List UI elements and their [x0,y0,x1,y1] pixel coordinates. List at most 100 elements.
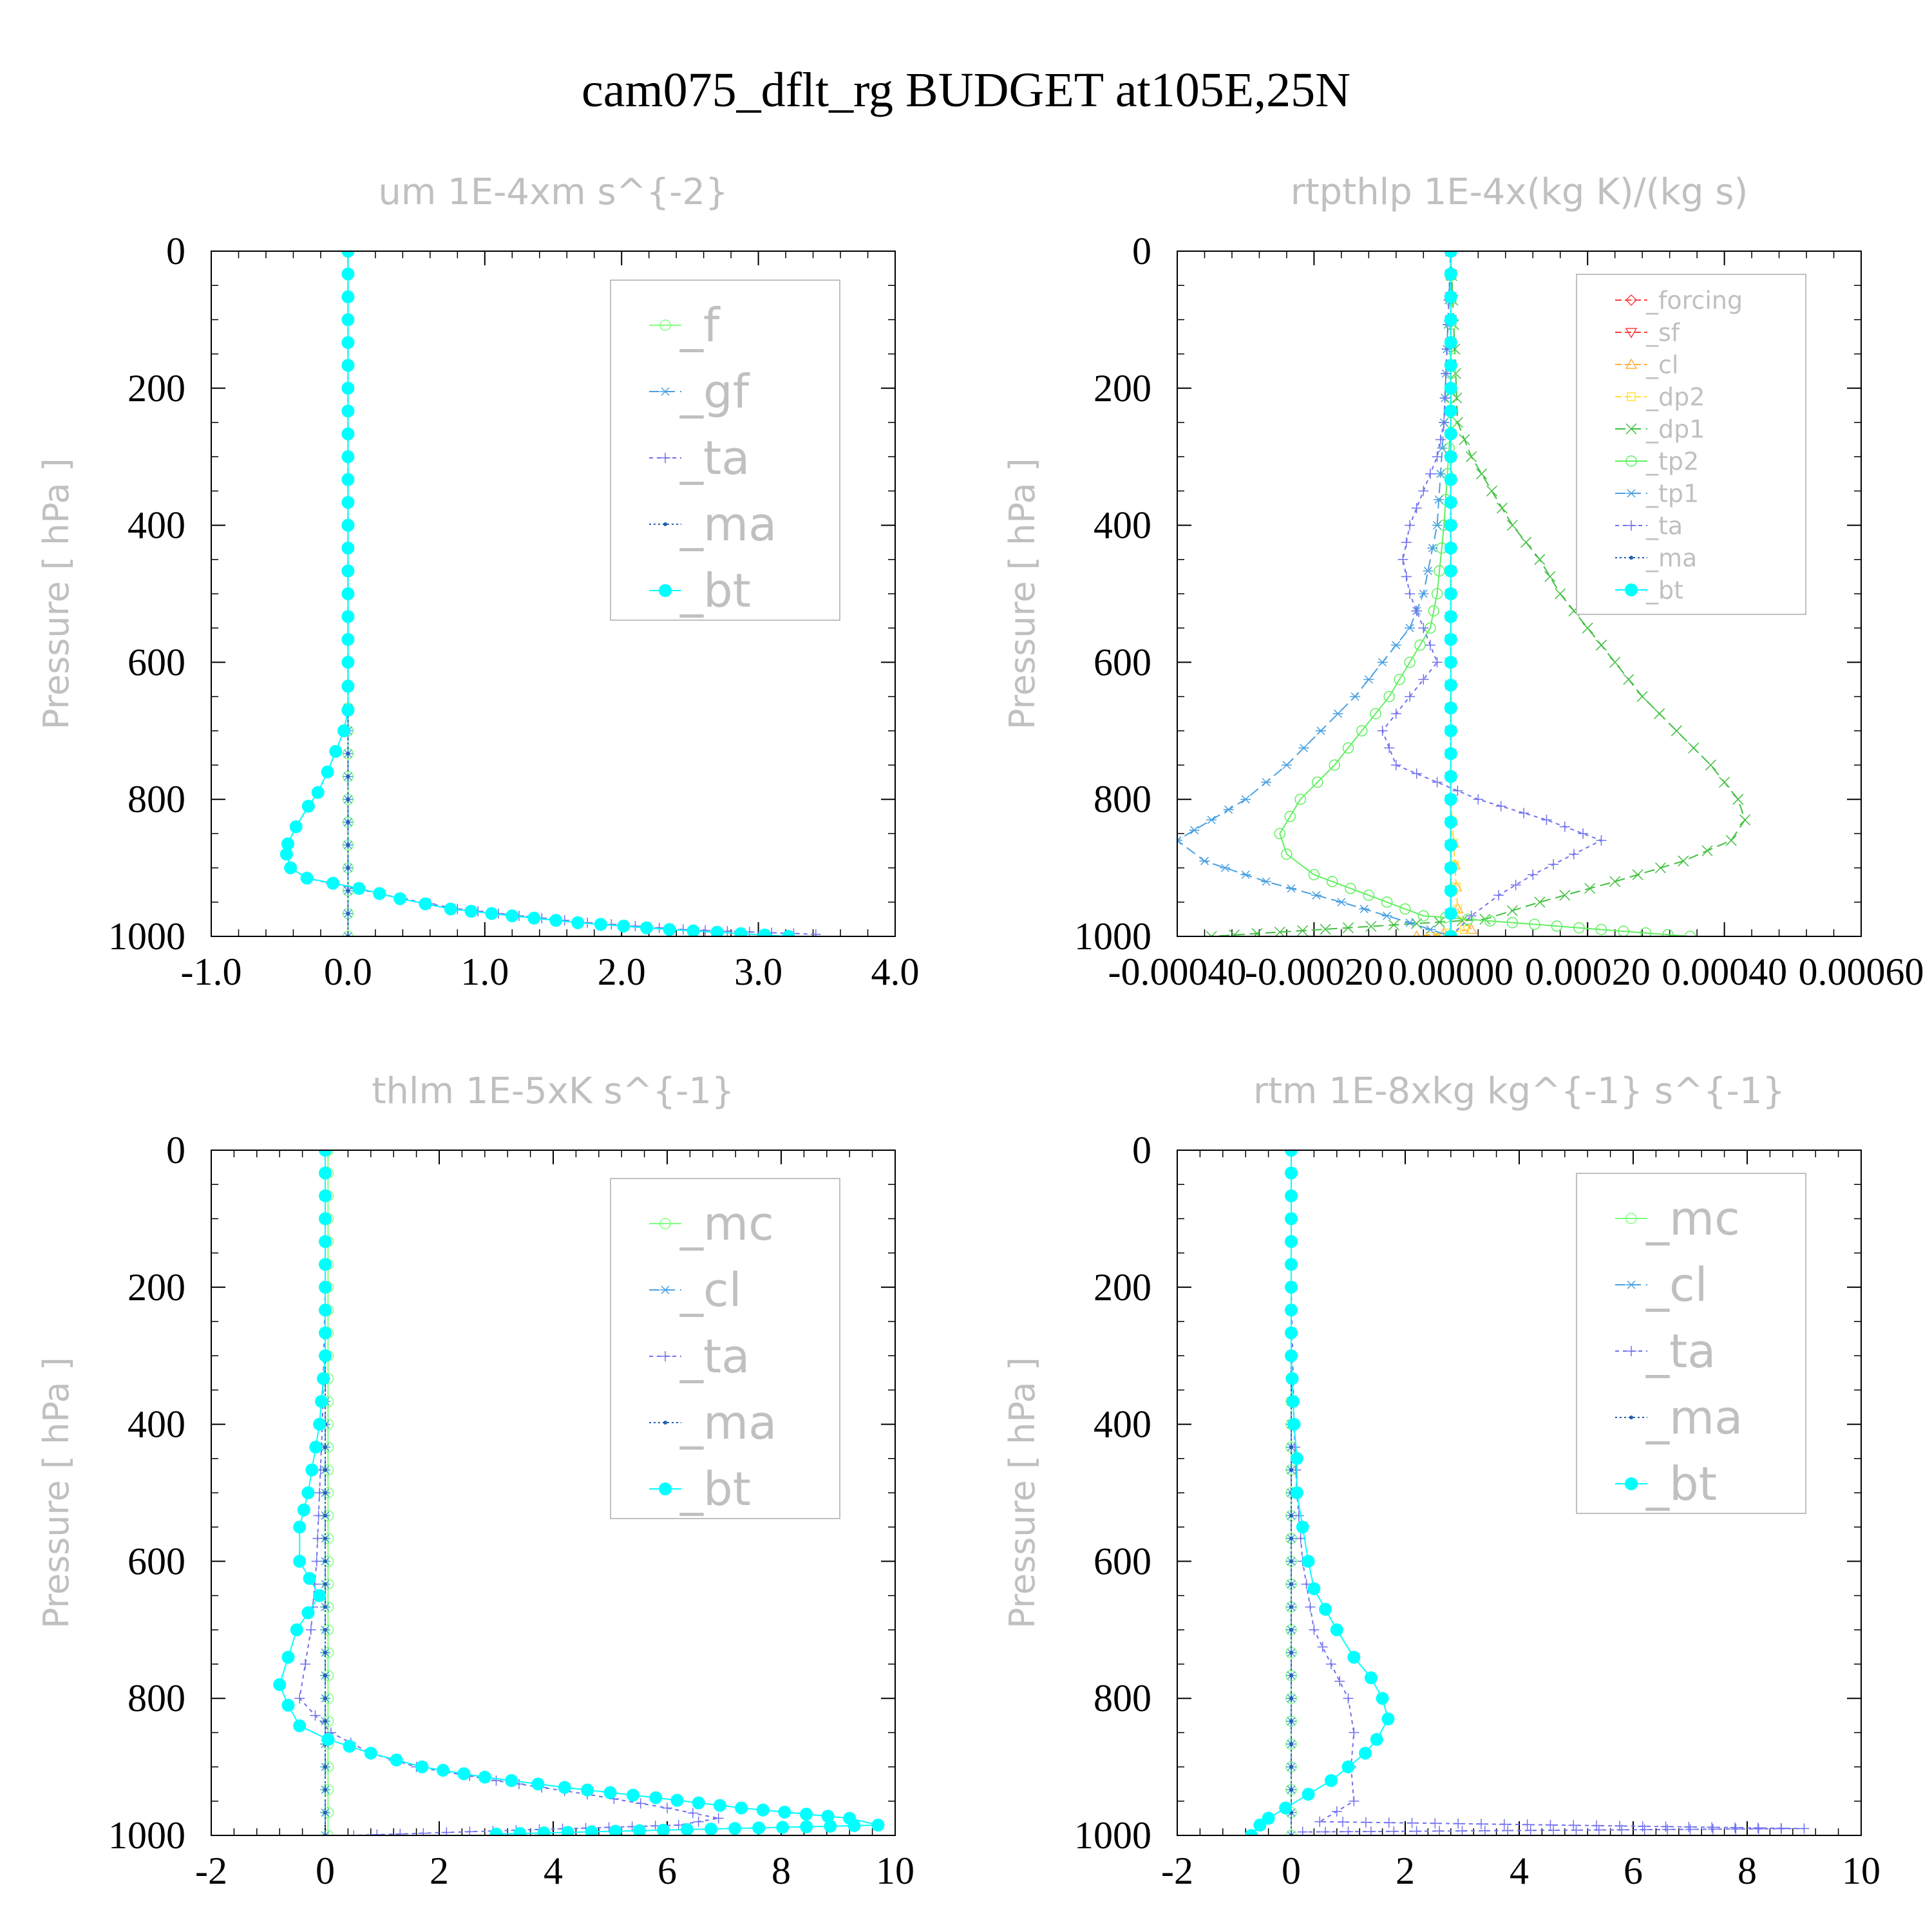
y-tick-label: 800 [1094,1677,1151,1719]
data-point-ta [1432,451,1443,462]
data-point-bt [281,1651,295,1664]
data-point-bt [319,1349,332,1363]
data-point-bt [705,1823,718,1835]
data-point-tp1 [1434,495,1444,504]
x-tick-label: 8 [1738,1850,1757,1892]
legend-marker [1627,392,1636,401]
data-point-dp1 [1654,862,1667,874]
data-point-ma [1289,1673,1293,1678]
data-point-ta [1434,1826,1445,1835]
data-point-bt [821,1810,835,1823]
legend-marker [659,1482,672,1495]
data-point-ta [1383,1817,1394,1828]
y-tick-label: 600 [128,1540,185,1582]
data-point-ta [1425,468,1435,479]
data-point-ta [1752,1823,1763,1833]
data-point-bt [824,1819,837,1833]
data-point-ma [323,1513,327,1518]
data-point-tp1 [1336,898,1347,907]
legend-marker [1625,1477,1638,1490]
data-point-bt [319,1189,332,1202]
data-point-bt [303,1572,316,1585]
data-point-dp1 [1228,929,1240,936]
data-point-bt [680,1823,694,1835]
legend-label: _dp2 [1645,383,1705,411]
data-point-tp2 [1345,882,1356,895]
data-point-bt [464,904,478,918]
data-point-ma [323,1536,327,1540]
legend-marker [1625,423,1637,435]
data-point-ta [1360,1817,1371,1828]
data-point-bt [687,924,700,936]
data-point-ma [346,911,350,916]
series-group [1245,1150,1810,1835]
legend-label: _cl [679,1263,742,1317]
data-point-dp1 [1496,502,1508,514]
data-point-bt [571,916,585,929]
data-point-bt [692,1796,705,1810]
data-point-tp2 [1573,922,1585,934]
data-point-ta [300,1659,311,1669]
x-tick-label: 6 [658,1850,677,1892]
data-point-ta [1317,1642,1328,1653]
data-point-dp1 [1251,928,1263,936]
data-point-tp2 [1506,916,1519,929]
legend-label: _f [679,298,721,352]
data-point-ta [1384,743,1395,753]
data-point-dp1 [1654,708,1665,719]
data-point-dp1 [1678,855,1689,867]
data-point-ta [1418,674,1429,685]
data-point-bt [710,925,724,936]
data-point-tp2 [1431,588,1443,600]
legend-box [1576,274,1806,615]
data-point-tp1 [1363,675,1374,684]
x-tick-label: -0.00020 [1245,951,1383,993]
data-point-tp1 [1432,521,1443,530]
data-point-ma [323,1468,327,1472]
legend-label: _ma [1645,544,1697,572]
legend-box [610,279,840,621]
data-point-ta [1578,828,1589,839]
data-point-ta [1405,589,1416,599]
data-point-ta [1541,815,1552,826]
ticks: -1.0 0.0 1.0 2.0 3.0 4.0 0 200 400 600 800 1000 [108,230,920,993]
data-point-bt [1444,838,1457,852]
data-point-bt [1444,404,1457,418]
data-point-dp1 [1636,691,1648,703]
data-point-bt [341,313,355,327]
data-point-bt [301,799,315,813]
data-point-tp2 [1404,656,1416,668]
data-point-bt [756,1803,770,1817]
data-point-tp2 [1428,605,1439,617]
y-tick-label: 400 [1094,1403,1151,1446]
data-point-ta [1453,1818,1464,1829]
y-tick-label: 200 [128,367,185,410]
data-point-tp2 [1684,931,1696,936]
data-point-ta [1639,1824,1650,1835]
data-point-ta [1493,890,1504,901]
data-point-ta [1439,393,1450,403]
legend-label: _tp1 [1645,479,1699,507]
data-point-bt [752,1821,766,1835]
data-point-bt [1319,1602,1332,1616]
data-point-ma [346,774,350,779]
data-point-ta [1430,1818,1441,1829]
data-point-bt [1444,450,1457,464]
data-point-bt [317,1372,330,1385]
panel-title: um 1E-4xm s^{-2} [378,171,728,213]
data-point-bt [341,359,355,372]
data-point-ma [346,820,350,824]
y-tick-label: 1000 [1074,915,1151,958]
data-point-ta [1522,1819,1533,1830]
data-point-ta [1730,1824,1741,1835]
data-point-bt [319,1326,332,1340]
data-point-ta [1452,785,1463,796]
data-point-tp1 [1286,884,1296,893]
data-point-dp1 [1582,622,1593,634]
data-point-bt [289,820,303,833]
data-point-ta [1401,571,1412,582]
legend-box [610,1178,840,1519]
legend-marker [1626,1346,1636,1356]
data-point-ta [1568,1820,1579,1831]
data-point-ta [1297,1826,1308,1835]
